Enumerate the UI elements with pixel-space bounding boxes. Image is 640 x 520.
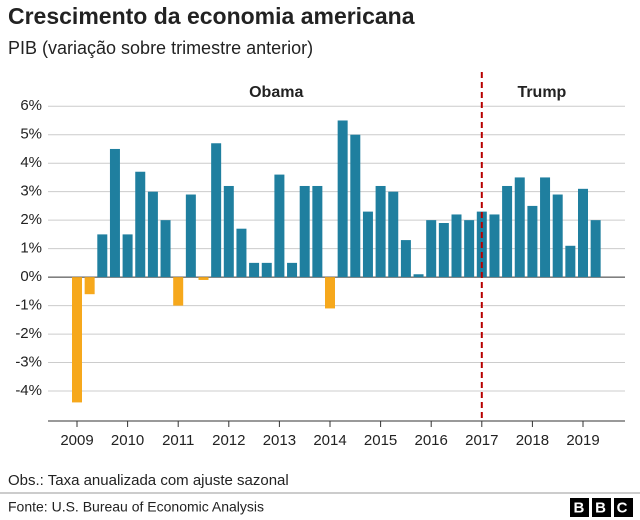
source: Fonte: U.S. Bureau of Economic Analysis — [8, 499, 264, 515]
bar — [173, 277, 184, 306]
annotation: Obama — [249, 84, 303, 101]
y-tick-label: -3% — [15, 354, 42, 371]
bar — [413, 274, 424, 278]
bar — [451, 214, 462, 278]
y-tick-label: 0% — [20, 268, 42, 285]
x-tick-label: 2019 — [566, 432, 599, 449]
bar — [249, 262, 260, 278]
bar — [147, 191, 158, 278]
x-tick-label: 2009 — [60, 432, 93, 449]
y-tick-label: 4% — [20, 154, 42, 171]
bar — [438, 223, 449, 278]
x-tick-label: 2010 — [111, 432, 144, 449]
bar — [514, 177, 525, 278]
x-tick-label: 2016 — [415, 432, 448, 449]
x-tick-label: 2018 — [516, 432, 549, 449]
bar — [540, 177, 551, 278]
bar — [350, 134, 361, 278]
annotation: Trump — [517, 84, 566, 101]
x-tick-label: 2017 — [465, 432, 498, 449]
logo-box — [614, 498, 633, 517]
bar — [502, 185, 513, 278]
y-tick-label: 2% — [20, 211, 42, 228]
bar — [223, 185, 234, 278]
y-tick-label: -4% — [15, 382, 42, 399]
bar — [135, 171, 146, 278]
x-tick-label: 2014 — [313, 432, 346, 449]
chart-subtitle: PIB (variação sobre trimestre anterior) — [8, 38, 313, 58]
bar — [565, 245, 576, 278]
bar — [337, 120, 348, 278]
bar — [388, 191, 399, 278]
bar — [84, 277, 95, 295]
y-tick-label: -2% — [15, 325, 42, 342]
bar — [527, 205, 538, 278]
bar — [552, 194, 563, 278]
bar — [261, 262, 272, 278]
bar — [489, 214, 500, 278]
bar — [97, 234, 108, 278]
x-tick-label: 2013 — [263, 432, 296, 449]
bar — [198, 277, 209, 280]
bar — [375, 185, 386, 278]
logo-text: BBC — [574, 499, 628, 516]
bar — [362, 211, 373, 278]
y-tick-label: 1% — [20, 240, 42, 257]
x-tick-label: 2011 — [162, 432, 194, 449]
bar — [109, 148, 120, 278]
bar — [400, 240, 411, 278]
bar — [590, 220, 601, 278]
bar — [160, 220, 171, 278]
y-tick-label: 3% — [20, 183, 42, 200]
logo: BBC — [570, 498, 633, 517]
y-tick-label: 6% — [20, 97, 42, 114]
bar — [274, 174, 285, 278]
bar — [299, 185, 310, 278]
note: Obs.: Taxa anualizada com ajuste sazonal — [8, 472, 289, 489]
bar — [72, 277, 82, 403]
bar — [312, 185, 323, 278]
bar — [185, 194, 196, 278]
logo-box — [570, 498, 589, 517]
logo-box — [592, 498, 611, 517]
bar — [426, 220, 437, 278]
bar — [578, 188, 588, 278]
bar — [236, 228, 247, 278]
bar — [122, 234, 133, 278]
x-tick-label: 2012 — [212, 432, 245, 449]
bar — [325, 277, 335, 309]
bar — [287, 262, 298, 278]
bar — [211, 143, 222, 278]
y-tick-label: -1% — [15, 297, 42, 314]
chart-title: Crescimento da economia americana — [8, 3, 415, 29]
bar — [464, 220, 475, 278]
y-tick-label: 5% — [20, 126, 42, 143]
x-tick-label: 2015 — [364, 432, 397, 449]
